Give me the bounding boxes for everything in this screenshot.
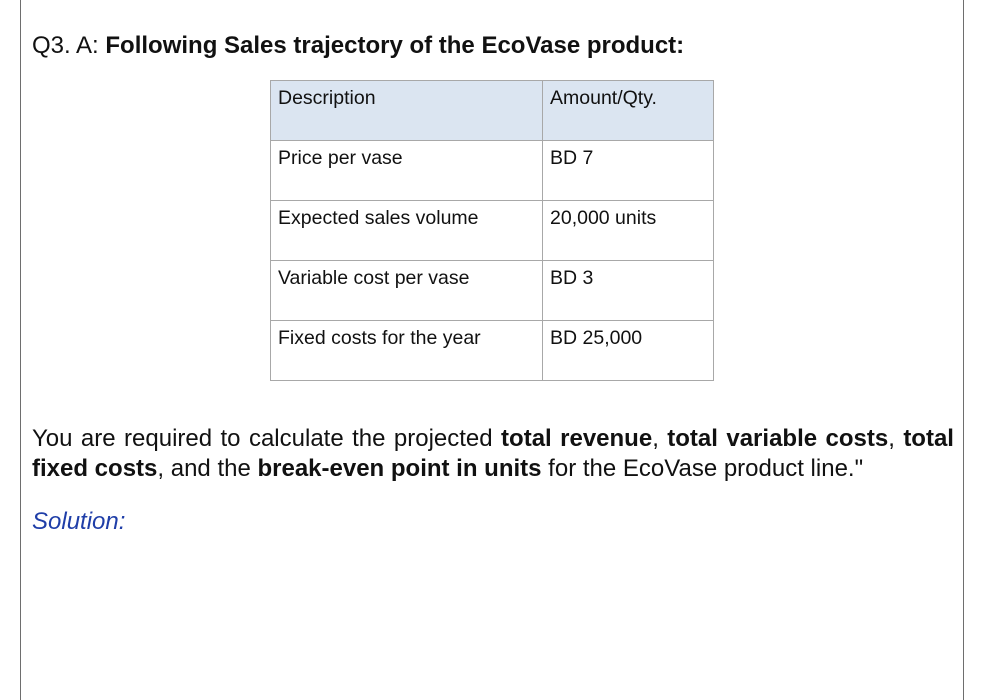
row-description: Fixed costs for the year bbox=[270, 320, 543, 381]
table-row: Price per vase BD 7 bbox=[270, 140, 714, 201]
table-row: Variable cost per vase BD 3 bbox=[270, 260, 714, 321]
table-row: Fixed costs for the year BD 25,000 bbox=[270, 320, 714, 381]
row-amount: BD 3 bbox=[542, 260, 714, 321]
row-description: Price per vase bbox=[270, 140, 543, 201]
instructions-text: , bbox=[652, 425, 668, 452]
page-frame bbox=[20, 0, 964, 700]
keyword-total-revenue: total revenue bbox=[501, 425, 653, 452]
solution-label: Solution: bbox=[32, 508, 126, 535]
sales-table: Description Amount/Qty. Price per vase B… bbox=[270, 80, 714, 381]
row-amount: BD 7 bbox=[542, 140, 714, 201]
keyword-break-even-point: break-even point in units bbox=[257, 455, 542, 482]
question-heading: Q3. A: Following Sales trajectory of the… bbox=[32, 30, 684, 62]
keyword-total-variable-costs: total variable costs bbox=[667, 425, 889, 452]
row-description: Expected sales volume bbox=[270, 200, 543, 261]
row-amount: BD 25,000 bbox=[542, 320, 714, 381]
row-amount: 20,000 units bbox=[542, 200, 714, 261]
row-description: Variable cost per vase bbox=[270, 260, 543, 321]
instructions-paragraph: You are required to calculate the projec… bbox=[32, 424, 954, 484]
instructions-text: for the EcoVase product line." bbox=[541, 455, 864, 482]
keyword-total-fixed-costs: total fixed costs bbox=[32, 425, 954, 482]
question-title: Following Sales trajectory of the EcoVas… bbox=[105, 32, 685, 59]
header-amount: Amount/Qty. bbox=[542, 80, 714, 141]
table-row: Expected sales volume 20,000 units bbox=[270, 200, 714, 261]
instructions-text: , and the bbox=[157, 455, 258, 482]
instructions-text: You are required to calculate the projec… bbox=[32, 425, 502, 452]
instructions-text: , bbox=[888, 425, 904, 452]
header-description: Description bbox=[270, 80, 543, 141]
question-prefix: Q3. A: bbox=[32, 32, 106, 59]
table-header-row: Description Amount/Qty. bbox=[270, 80, 714, 141]
